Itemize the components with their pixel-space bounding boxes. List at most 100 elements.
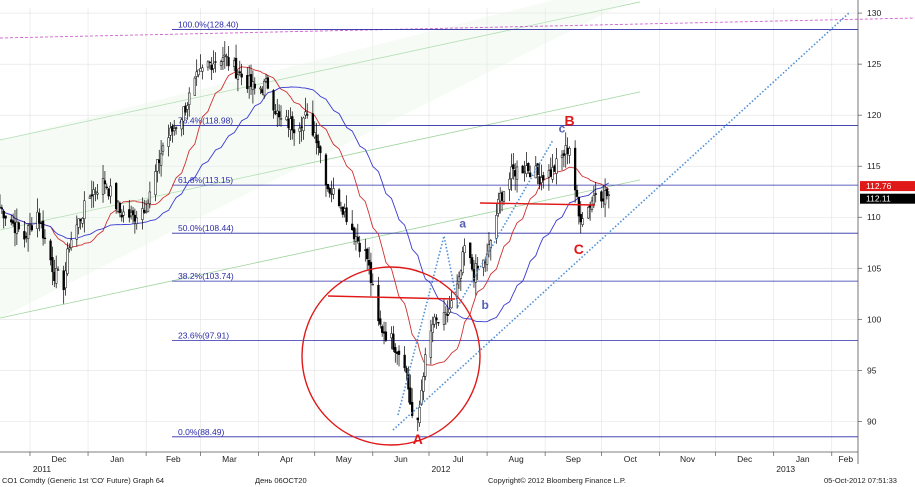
candle-body xyxy=(259,87,262,90)
candle-body xyxy=(564,145,567,155)
candle-body xyxy=(553,165,556,172)
x-tick-label: Jan xyxy=(110,454,124,464)
candle-body xyxy=(193,77,196,96)
candle-body xyxy=(116,201,120,212)
candle-body xyxy=(238,71,241,74)
candle-body xyxy=(605,188,609,197)
candle-body xyxy=(429,330,433,358)
candle-body xyxy=(579,213,582,223)
candle-body xyxy=(540,177,543,183)
candle-body xyxy=(0,207,4,209)
candle-body xyxy=(495,214,498,239)
candle-body xyxy=(587,207,590,219)
footer-period: День 06ОСТ20 xyxy=(255,476,307,485)
candle-body xyxy=(49,240,52,261)
candle-body xyxy=(173,128,176,132)
candle-body xyxy=(324,154,328,186)
candle-body xyxy=(302,117,305,132)
candle-body xyxy=(133,214,137,222)
fib-label: 0.0%(88.49) xyxy=(178,427,224,437)
candle-body xyxy=(573,147,577,191)
y-tick-label: 125 xyxy=(867,59,881,69)
candle-body xyxy=(262,80,266,96)
candle-body xyxy=(330,193,333,195)
channel-line xyxy=(0,1,641,141)
fib-label: 61.8%(113.15) xyxy=(178,175,233,185)
candle-body xyxy=(476,265,479,269)
candle-body xyxy=(594,193,597,195)
candle-body xyxy=(249,74,253,87)
candle-body xyxy=(154,171,157,196)
candle-body xyxy=(51,257,54,273)
candle-body xyxy=(394,347,397,353)
candle-body xyxy=(354,236,358,242)
candle-body xyxy=(96,192,99,195)
candle-body xyxy=(433,316,436,325)
candle-body xyxy=(251,81,255,90)
candle-body xyxy=(366,248,369,260)
price-tag-label: 112.11 xyxy=(866,194,891,204)
candle-body xyxy=(28,223,32,226)
candle-body xyxy=(499,192,502,202)
x-year-label: 2012 xyxy=(432,464,451,474)
candle-body xyxy=(10,219,13,223)
x-tick-label: Feb xyxy=(838,454,853,464)
candle-body xyxy=(169,127,172,136)
candle-body xyxy=(246,75,249,89)
candle-body xyxy=(300,126,303,129)
candle-body xyxy=(525,165,528,174)
candle-body xyxy=(180,119,183,130)
candle-body xyxy=(23,231,26,240)
candle-body xyxy=(306,114,309,116)
candle-body xyxy=(291,116,294,131)
candle-body xyxy=(77,218,80,228)
candle-body xyxy=(581,218,584,225)
candle-body xyxy=(311,113,315,136)
candle-body xyxy=(199,68,202,72)
candle-body xyxy=(253,83,256,89)
candle-body xyxy=(62,270,65,291)
candle-body xyxy=(83,200,86,220)
candle-body xyxy=(514,170,517,177)
candle-body xyxy=(405,367,408,373)
candle-body xyxy=(64,270,67,289)
candle-body xyxy=(292,129,296,134)
channel-line xyxy=(0,179,641,319)
candle-body xyxy=(485,253,489,265)
candle-body xyxy=(219,61,223,66)
candle-body xyxy=(407,372,410,390)
candle-body xyxy=(15,221,19,234)
candle-body xyxy=(502,191,506,202)
candle-body xyxy=(90,194,93,197)
footer-copyright: Copyright© 2012 Bloomberg Finance L.P. xyxy=(488,476,626,485)
candle-body xyxy=(339,207,343,209)
fib-label: 100.0%(128.40) xyxy=(178,19,239,29)
candle-body xyxy=(469,242,472,259)
candle-body xyxy=(101,178,105,195)
candle-body xyxy=(343,208,346,212)
candle-body xyxy=(159,153,163,166)
price-tag xyxy=(860,193,915,204)
candle-body xyxy=(444,312,448,315)
candle-body xyxy=(109,185,112,197)
candle-body xyxy=(171,125,174,132)
candle-body xyxy=(446,314,449,316)
candle-body xyxy=(107,188,110,197)
candle-body xyxy=(184,105,187,113)
candle-body xyxy=(523,171,526,173)
candle-body xyxy=(208,61,211,64)
candle-body xyxy=(234,57,238,79)
candle-body xyxy=(236,74,240,80)
candle-body xyxy=(521,165,524,174)
candle-body xyxy=(463,245,466,254)
candle-body xyxy=(508,178,511,190)
candle-body xyxy=(500,192,504,201)
y-tick-label: 130 xyxy=(867,8,881,18)
x-tick-label: Apr xyxy=(280,454,293,464)
candle-body xyxy=(345,207,348,223)
fib-label: 23.6%(97.91) xyxy=(178,331,229,341)
uptrend-channel xyxy=(0,0,915,319)
x-tick-label: Dec xyxy=(737,454,753,464)
candle-body xyxy=(261,89,264,94)
candle-body xyxy=(158,159,161,163)
